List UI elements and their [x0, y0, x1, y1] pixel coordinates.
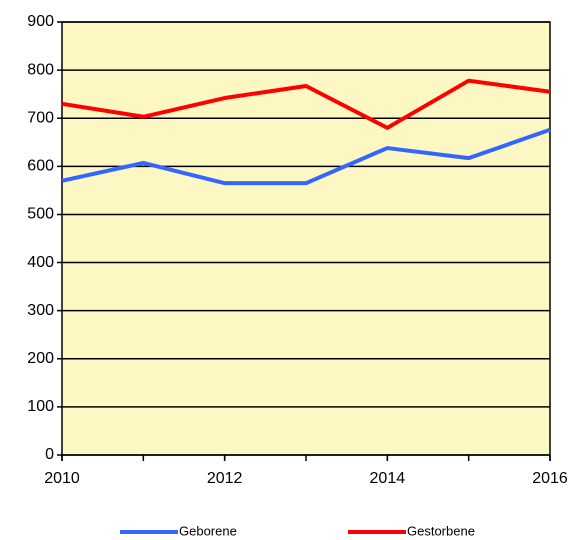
- x-tick-label: 2012: [207, 470, 243, 487]
- y-tick-label: 0: [45, 446, 54, 463]
- y-tick-label: 300: [27, 302, 54, 319]
- x-tick-label: 2014: [370, 470, 406, 487]
- x-tick-label: 2016: [532, 470, 568, 487]
- y-tick-label: 800: [27, 61, 54, 78]
- y-tick-label: 200: [27, 350, 54, 367]
- plot-area: [61, 21, 551, 456]
- legend-label: Geborene: [179, 523, 237, 538]
- y-tick-label: 700: [27, 109, 54, 126]
- y-tick-label: 400: [27, 254, 54, 271]
- data-line: [61, 127, 551, 186]
- y-tick-label: 500: [27, 206, 54, 223]
- y-tick-label: 900: [27, 13, 54, 30]
- data-line: [61, 78, 551, 130]
- y-tick-label: 100: [27, 398, 54, 415]
- legend-label: Gestorbene: [407, 523, 475, 538]
- y-tick-label: 600: [27, 158, 54, 175]
- x-tick-label: 2010: [44, 470, 80, 487]
